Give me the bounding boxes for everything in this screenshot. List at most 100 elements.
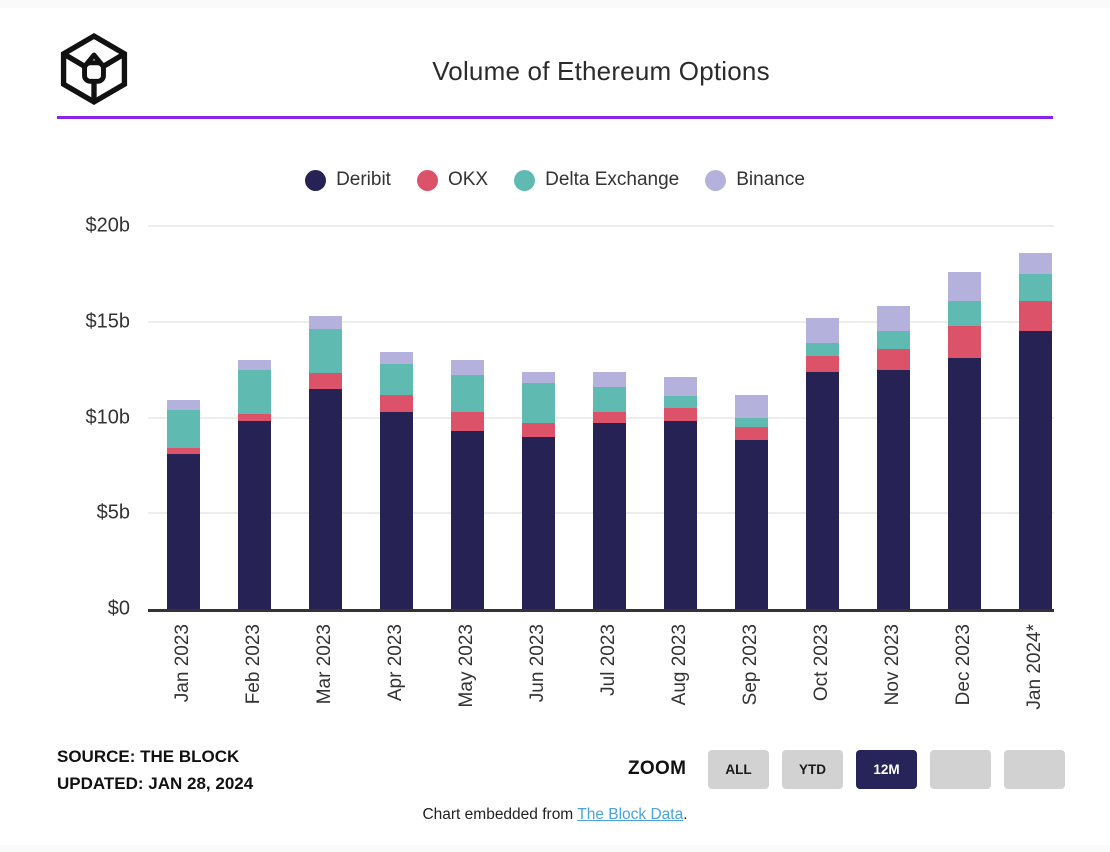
zoom-12m-button[interactable]: 12M <box>856 750 917 789</box>
bar-oct-2023[interactable] <box>805 317 839 609</box>
legend-label-okx: OKX <box>447 169 489 190</box>
bar-segment-delta-exchange-apr-2023[interactable] <box>379 363 413 395</box>
bar-segment-delta-exchange-jan-2023[interactable] <box>166 409 200 449</box>
bottom-border-strip <box>0 845 1110 852</box>
legend-item-deribit[interactable]: Deribit <box>305 169 391 191</box>
bar-segment-okx-nov-2023[interactable] <box>876 348 910 370</box>
bar-segment-binance-jul-2023[interactable] <box>592 371 626 387</box>
bar-sep-2023[interactable] <box>734 394 768 609</box>
bar-segment-delta-exchange-dec-2023[interactable] <box>947 300 981 326</box>
y-axis-label-0: $0 <box>107 597 130 620</box>
bar-segment-delta-exchange-jul-2023[interactable] <box>592 386 626 412</box>
bar-mar-2023[interactable] <box>308 316 342 609</box>
bar-segment-okx-jul-2023[interactable] <box>592 411 626 424</box>
bar-segment-okx-oct-2023[interactable] <box>805 356 839 372</box>
the-block-data-link[interactable]: The Block Data <box>577 806 684 823</box>
bar-aug-2023[interactable] <box>663 377 697 609</box>
legend-item-okx[interactable]: OKX <box>416 169 489 191</box>
bar-segment-binance-apr-2023[interactable] <box>379 352 413 364</box>
x-axis-label-jul-2023: Jul 2023 <box>598 624 620 696</box>
bar-segment-binance-may-2023[interactable] <box>450 360 484 376</box>
bar-segment-binance-feb-2023[interactable] <box>237 360 271 370</box>
bar-segment-okx-jan-2024[interactable] <box>1018 300 1052 332</box>
bar-segment-delta-exchange-sep-2023[interactable] <box>734 417 768 428</box>
bar-may-2023[interactable] <box>450 360 484 609</box>
x-axis-label-aug-2023: Aug 2023 <box>669 624 691 706</box>
bar-segment-deribit-feb-2023[interactable] <box>237 421 271 609</box>
bar-segment-deribit-jan-2024[interactable] <box>1018 331 1052 609</box>
legend-label-delta-exchange: Delta Exchange <box>545 169 680 190</box>
x-axis-label-feb-2023: Feb 2023 <box>243 624 265 705</box>
bar-segment-deribit-mar-2023[interactable] <box>308 388 342 609</box>
bar-segment-delta-exchange-mar-2023[interactable] <box>308 329 342 374</box>
bar-apr-2023[interactable] <box>379 352 413 609</box>
bar-segment-okx-apr-2023[interactable] <box>379 394 413 412</box>
bar-segment-okx-may-2023[interactable] <box>450 411 484 431</box>
bar-segment-delta-exchange-nov-2023[interactable] <box>876 331 910 349</box>
x-axis-label-jun-2023: Jun 2023 <box>527 624 549 703</box>
bar-segment-deribit-dec-2023[interactable] <box>947 358 981 609</box>
bar-jun-2023[interactable] <box>521 371 555 609</box>
bar-segment-delta-exchange-may-2023[interactable] <box>450 375 484 412</box>
bar-segment-binance-oct-2023[interactable] <box>805 317 839 343</box>
x-axis-label-sep-2023: Sep 2023 <box>740 624 762 706</box>
bar-segment-binance-aug-2023[interactable] <box>663 377 697 397</box>
legend-dot-delta-exchange <box>514 169 536 191</box>
bar-segment-binance-nov-2023[interactable] <box>876 306 910 332</box>
bar-segment-delta-exchange-jun-2023[interactable] <box>521 383 555 424</box>
bar-segment-okx-mar-2023[interactable] <box>308 373 342 389</box>
zoom-empty-4-button[interactable] <box>930 750 991 789</box>
bar-segment-binance-sep-2023[interactable] <box>734 394 768 418</box>
bar-dec-2023[interactable] <box>947 271 981 609</box>
the-block-logo-icon[interactable] <box>57 27 131 111</box>
bar-segment-delta-exchange-aug-2023[interactable] <box>663 396 697 408</box>
gridline-20b <box>148 225 1054 227</box>
bar-segment-deribit-jul-2023[interactable] <box>592 423 626 609</box>
zoom-ytd-button[interactable]: YTD <box>782 750 843 789</box>
bar-jul-2023[interactable] <box>592 371 626 609</box>
bar-segment-delta-exchange-jan-2024[interactable] <box>1018 273 1052 301</box>
bar-segment-deribit-apr-2023[interactable] <box>379 411 413 609</box>
bar-jan-2024[interactable] <box>1018 252 1052 609</box>
x-axis-line <box>148 609 1054 612</box>
zoom-empty-5-button[interactable] <box>1004 750 1065 789</box>
legend-item-delta-exchange[interactable]: Delta Exchange <box>514 169 679 191</box>
bar-segment-binance-jun-2023[interactable] <box>521 371 555 384</box>
gridline-15b <box>148 320 1054 323</box>
bar-segment-deribit-jun-2023[interactable] <box>521 436 555 609</box>
bar-segment-okx-dec-2023[interactable] <box>947 325 981 359</box>
bar-jan-2023[interactable] <box>166 400 200 609</box>
bar-feb-2023[interactable] <box>237 360 271 609</box>
bar-segment-binance-mar-2023[interactable] <box>308 316 342 330</box>
bar-segment-okx-jan-2023[interactable] <box>166 448 200 454</box>
bar-segment-binance-jan-2024[interactable] <box>1018 252 1052 274</box>
bar-segment-okx-jun-2023[interactable] <box>521 423 555 437</box>
bar-segment-deribit-may-2023[interactable] <box>450 430 484 609</box>
bar-segment-okx-sep-2023[interactable] <box>734 427 768 441</box>
legend-dot-binance <box>705 169 727 191</box>
bar-segment-okx-feb-2023[interactable] <box>237 413 271 422</box>
updated-label: UPDATED: JAN 28, 2024 <box>57 774 254 793</box>
bar-segment-deribit-nov-2023[interactable] <box>876 369 910 609</box>
x-axis-label-mar-2023: Mar 2023 <box>314 624 336 705</box>
legend-dot-okx <box>416 169 438 191</box>
bar-segment-binance-dec-2023[interactable] <box>947 271 981 301</box>
zoom-all-button[interactable]: ALL <box>708 750 769 789</box>
y-axis-label-15b: $15b <box>85 310 131 333</box>
embed-note-prefix: Chart embedded from <box>422 806 578 823</box>
x-axis-label-oct-2023: Oct 2023 <box>811 624 833 702</box>
embed-note-suffix: . <box>683 806 688 823</box>
bar-segment-deribit-jan-2023[interactable] <box>166 453 200 609</box>
bar-segment-okx-aug-2023[interactable] <box>663 407 697 422</box>
legend-item-binance[interactable]: Binance <box>705 169 805 191</box>
bar-segment-deribit-sep-2023[interactable] <box>734 440 768 609</box>
bar-segment-binance-jan-2023[interactable] <box>166 400 200 410</box>
x-axis-label-jan-2024: Jan 2024* <box>1024 624 1046 710</box>
bar-segment-deribit-oct-2023[interactable] <box>805 371 839 609</box>
bar-segment-delta-exchange-feb-2023[interactable] <box>237 369 271 414</box>
bar-segment-delta-exchange-oct-2023[interactable] <box>805 342 839 357</box>
bar-nov-2023[interactable] <box>876 306 910 609</box>
bar-segment-deribit-aug-2023[interactable] <box>663 421 697 609</box>
y-axis-label-5b: $5b <box>96 501 130 524</box>
x-axis-label-may-2023: May 2023 <box>456 624 478 708</box>
